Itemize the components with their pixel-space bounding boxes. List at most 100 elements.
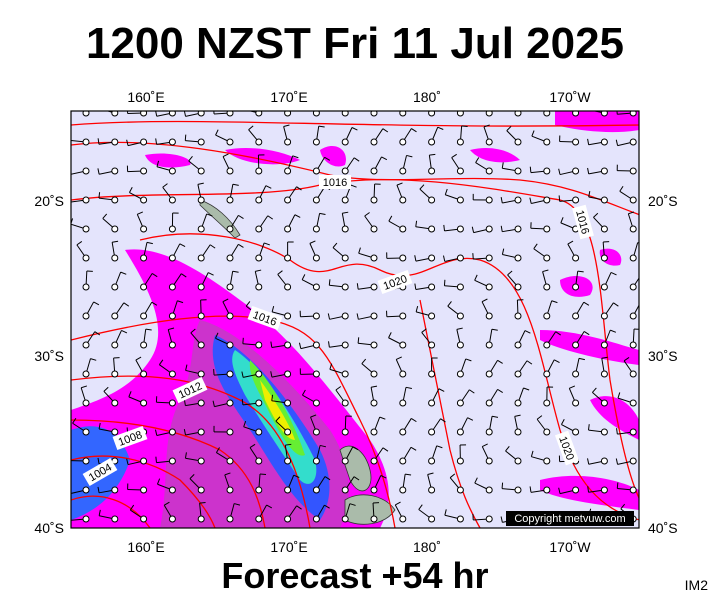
station: [197, 399, 205, 407]
station: [629, 341, 637, 349]
barb: [497, 388, 503, 393]
barb: [199, 501, 206, 504]
station: [514, 428, 522, 436]
barb: [215, 447, 220, 453]
station: [82, 225, 90, 233]
barb: [592, 387, 597, 393]
barb: [405, 386, 412, 390]
station: [428, 370, 436, 378]
barb: [529, 166, 532, 173]
station: [572, 283, 580, 291]
station: [312, 312, 320, 320]
barb: [156, 160, 160, 167]
barb: [294, 214, 301, 218]
rain-area: [540, 248, 639, 510]
barb: [415, 305, 419, 313]
station: [543, 486, 551, 494]
station: [428, 399, 436, 407]
station: [197, 428, 205, 436]
station: [111, 111, 119, 117]
barb: [215, 332, 219, 339]
barb: [157, 478, 161, 485]
barb: [318, 125, 325, 128]
barb: [302, 389, 306, 396]
barb: [184, 134, 187, 141]
label-box: [247, 305, 283, 331]
station: [543, 341, 551, 349]
station: [600, 225, 608, 233]
station: [111, 341, 119, 349]
station: [485, 225, 493, 233]
station: [600, 196, 608, 204]
station: [111, 254, 119, 262]
station: [226, 225, 234, 233]
barb: [271, 305, 275, 313]
lon-label: 180˚: [413, 539, 441, 555]
station: [168, 370, 176, 378]
barb: [619, 185, 624, 192]
station: [514, 457, 522, 465]
station: [428, 138, 436, 146]
barb: [151, 273, 158, 278]
station: [629, 225, 637, 233]
station: [111, 515, 119, 523]
barb: [310, 414, 317, 418]
barb: [126, 458, 129, 465]
barb: [90, 358, 97, 361]
station: [255, 225, 263, 233]
station: [399, 225, 407, 233]
barb: [388, 332, 392, 338]
barb: [467, 417, 474, 421]
barb: [411, 128, 417, 133]
station: [140, 254, 148, 262]
barb: [181, 273, 187, 278]
barb: [587, 167, 590, 174]
barb: [500, 516, 503, 523]
station: [82, 341, 90, 349]
station: [456, 283, 464, 291]
station: [140, 283, 148, 291]
station: [428, 428, 436, 436]
barb: [335, 386, 342, 391]
station: [111, 225, 119, 233]
footer: Forecast +54 hr: [221, 555, 488, 596]
station: [197, 457, 205, 465]
station: [197, 486, 205, 494]
barb: [332, 242, 338, 248]
station: [600, 341, 608, 349]
station: [82, 196, 90, 204]
station: [572, 370, 580, 378]
station: [312, 428, 320, 436]
station: [341, 486, 349, 494]
barb: [265, 185, 272, 189]
barb: [444, 509, 447, 516]
station: [197, 225, 205, 233]
station: [399, 254, 407, 262]
barb: [222, 298, 229, 303]
barb: [185, 364, 188, 371]
barb: [438, 388, 445, 392]
station: [456, 196, 464, 204]
barb: [587, 458, 590, 465]
station: [284, 457, 292, 465]
station: [284, 138, 292, 146]
station: [370, 167, 378, 175]
map-frame: [70, 110, 640, 529]
station: [82, 370, 90, 378]
label-box: [319, 175, 351, 189]
station: [572, 138, 580, 146]
station: [255, 111, 263, 117]
station: [629, 167, 637, 175]
station: [168, 457, 176, 465]
barb: [558, 168, 561, 175]
lon-label: 170˚E: [270, 89, 307, 105]
barb: [168, 327, 175, 331]
barb: [610, 271, 617, 276]
station: [226, 138, 234, 146]
station: [255, 515, 263, 523]
station: [197, 138, 205, 146]
station: [485, 283, 493, 291]
station: [197, 111, 205, 117]
station: [514, 399, 522, 407]
station: [168, 254, 176, 262]
